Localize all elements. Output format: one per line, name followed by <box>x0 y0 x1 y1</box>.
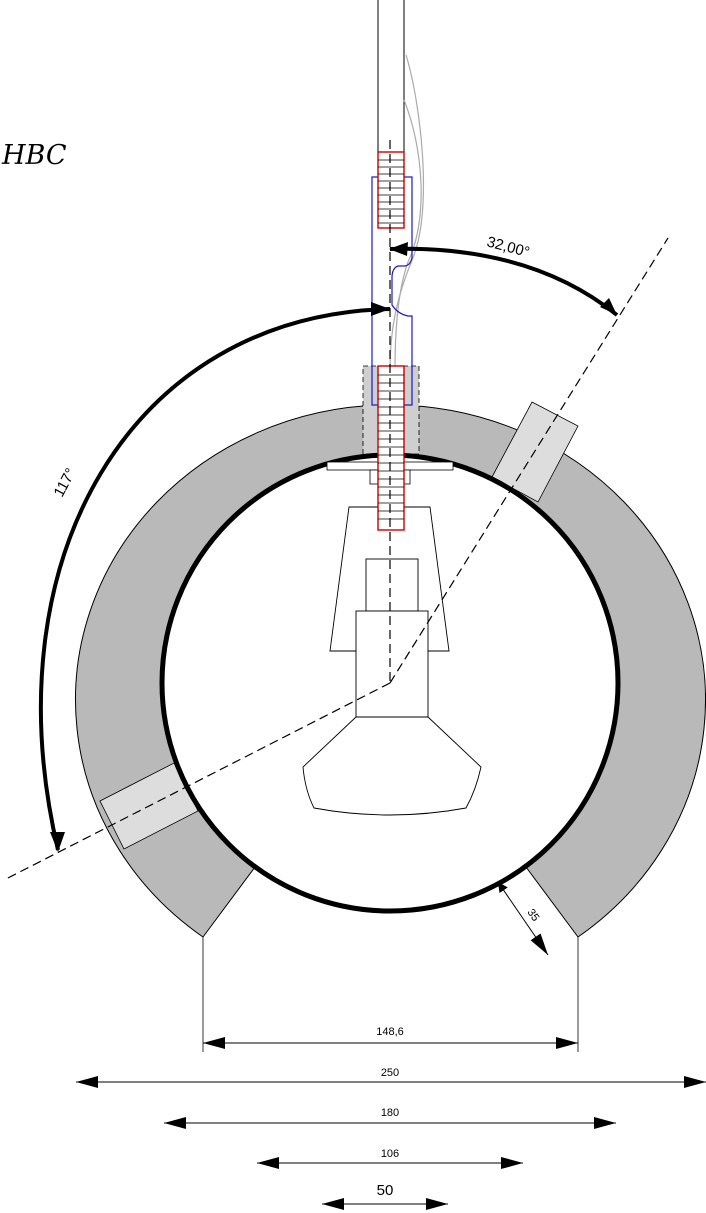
wall-dim-label: 35 <box>525 907 542 924</box>
dim-148-label: 148,6 <box>376 1026 404 1038</box>
angle-arc-117-head2 <box>50 832 65 852</box>
diagram-title: HBC <box>2 140 67 171</box>
angle-arc-32-head2 <box>600 298 617 315</box>
dim-106-label: 106 <box>381 1148 399 1160</box>
red-part-lower <box>377 365 405 531</box>
dim-50-label: 50 <box>377 1182 394 1199</box>
angle-arc-32-head <box>389 242 408 256</box>
red-part-lower-threads <box>378 374 404 520</box>
angle-label-117: 117° <box>51 465 80 499</box>
dim-250-label: 250 <box>381 1067 399 1079</box>
centerline-32deg <box>389 237 669 684</box>
red-part-top <box>377 151 405 229</box>
red-part-top-threads <box>378 159 404 224</box>
wall-dim-line <box>497 881 549 956</box>
bell-shape <box>302 716 482 816</box>
connector-outline <box>371 176 413 406</box>
cable-2 <box>394 99 422 371</box>
dim-180-label: 180 <box>381 1107 399 1119</box>
lower-block <box>355 610 429 718</box>
angle-arc-32 <box>389 246 619 317</box>
centerline-117deg <box>3 682 391 881</box>
angle-arc-117 <box>38 307 391 851</box>
upper-block <box>365 558 419 612</box>
angle-arc-117-head <box>371 302 390 316</box>
